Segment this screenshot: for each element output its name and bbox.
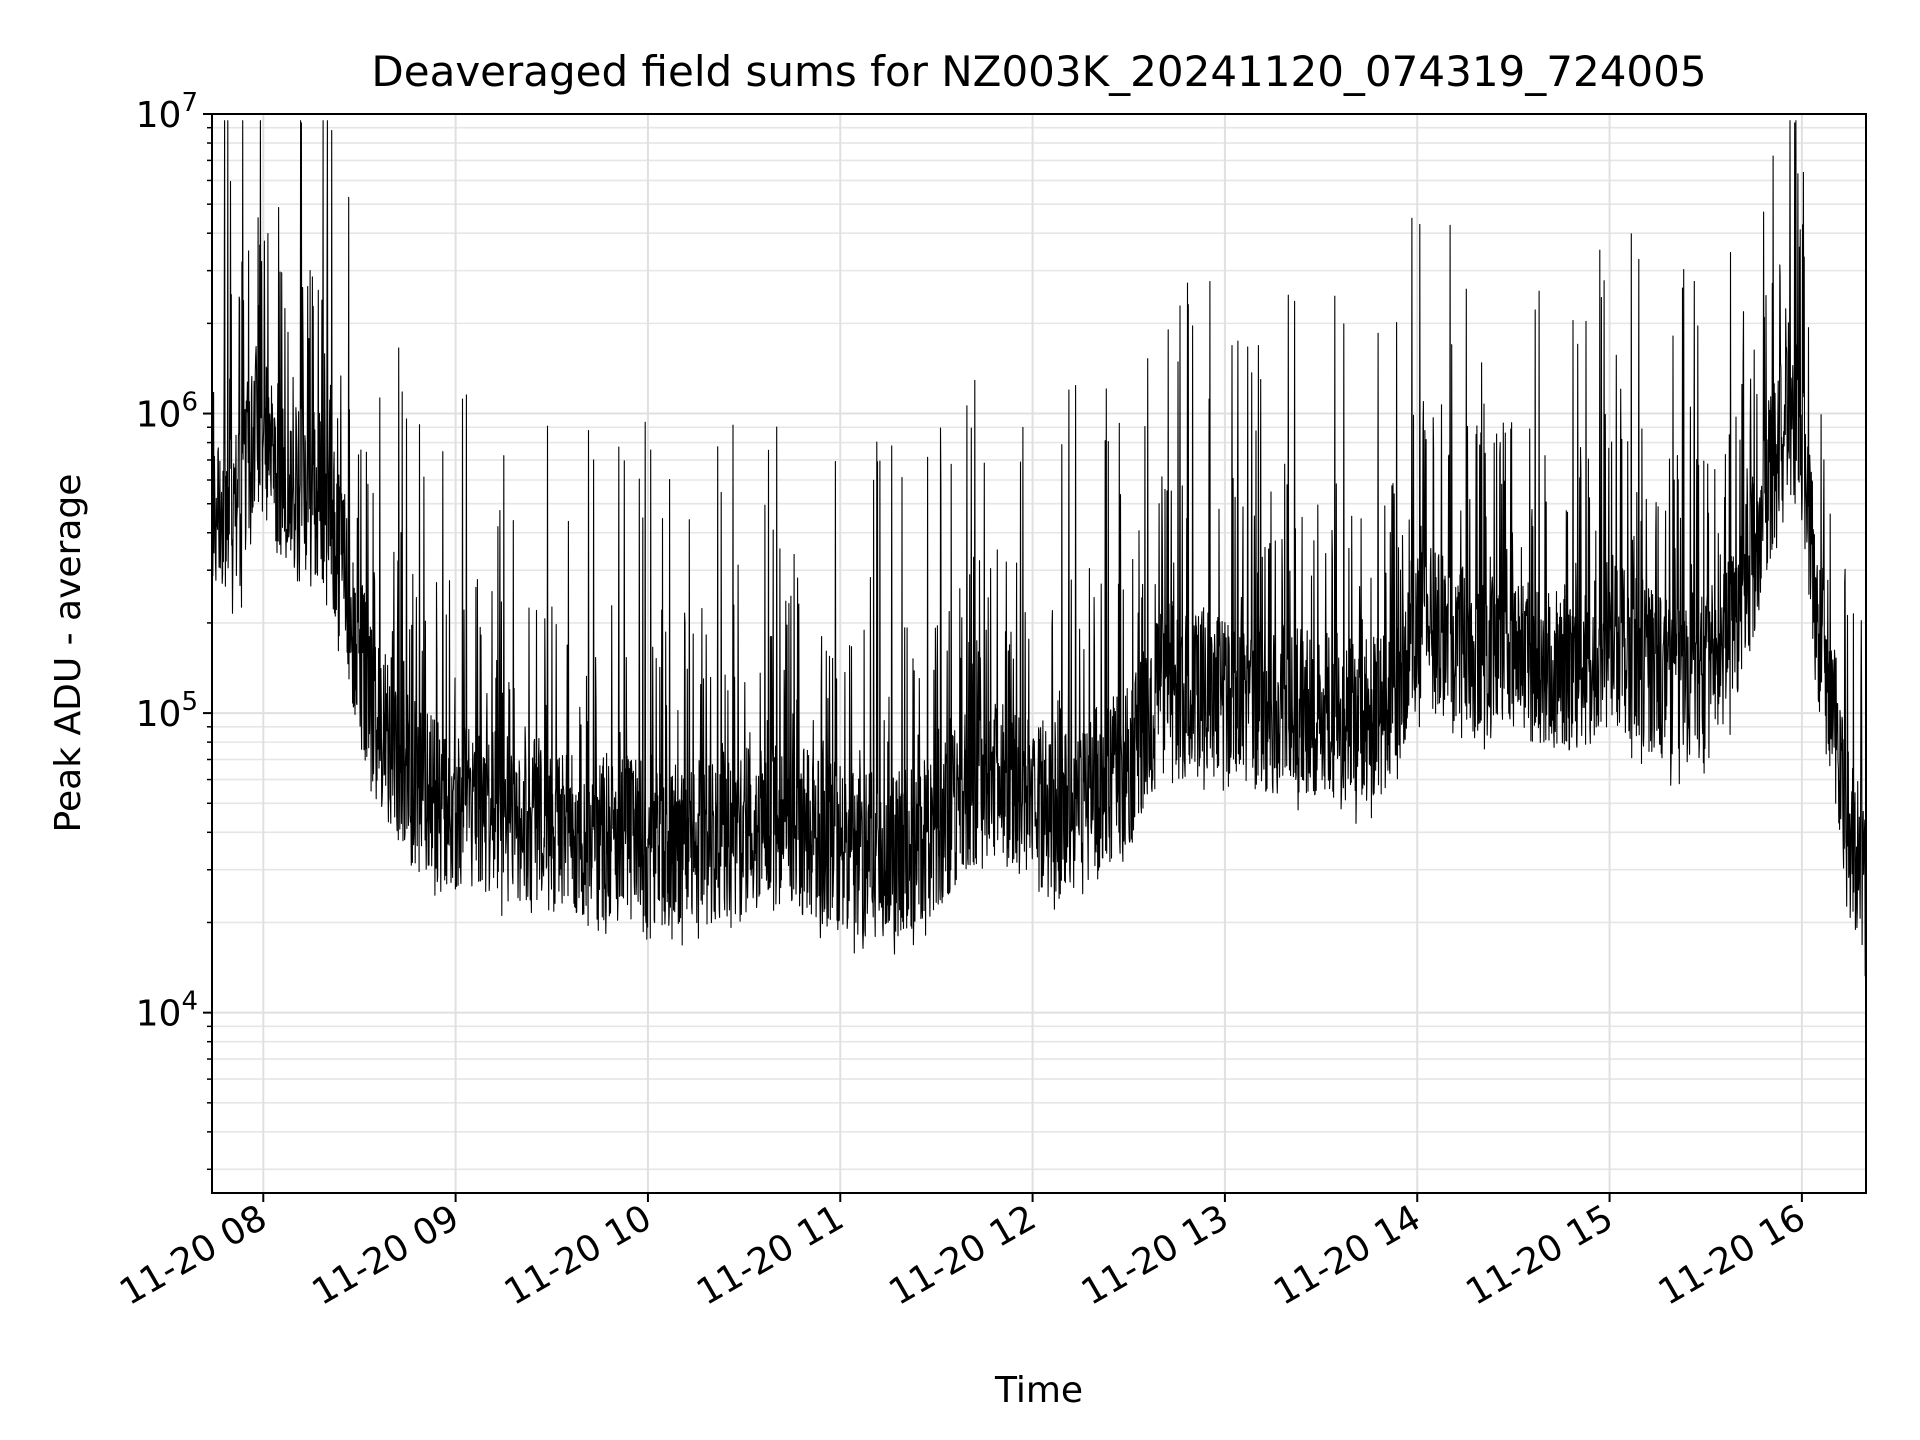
y-tick-label: 106	[136, 388, 198, 436]
plot-area	[211, 120, 1867, 977]
y-axis-label: Peak ADU - average	[48, 474, 89, 833]
series-line	[211, 120, 1867, 977]
chart-title: Deaveraged field sums for NZ003K_2024112…	[371, 47, 1706, 96]
x-axis-label: Time	[994, 1370, 1083, 1411]
y-tick-label: 104	[136, 987, 198, 1035]
axes-frame	[211, 113, 1867, 1194]
y-tick-label: 105	[136, 687, 198, 735]
y-axis: 104 105 106 107	[136, 88, 212, 1171]
y-tick-label: 107	[136, 88, 198, 136]
